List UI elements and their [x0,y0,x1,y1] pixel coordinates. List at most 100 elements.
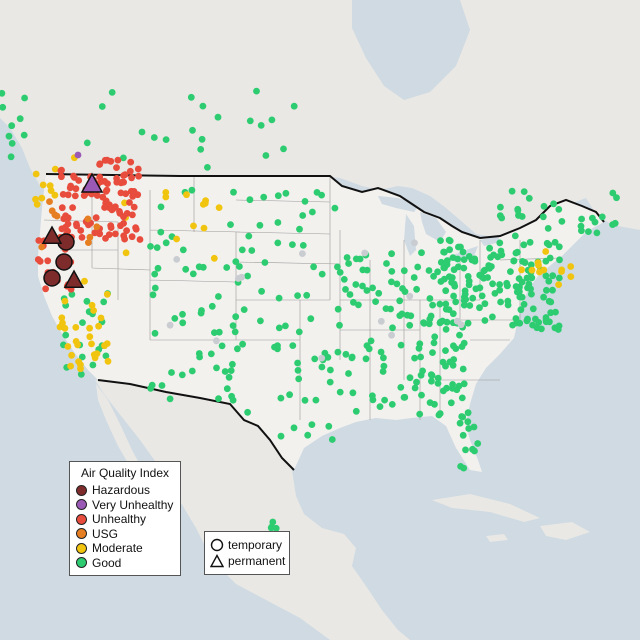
marker-unhealthy [116,209,124,217]
marker-good [363,287,371,294]
marker-good [445,306,453,313]
marker-unhealthy [42,285,49,293]
marker-good [246,117,254,125]
marker-good [214,113,222,121]
marker-good [542,272,550,280]
marker-good [157,203,165,211]
marker-good [238,246,246,254]
marker-good [189,270,197,278]
marker-unhealthy [127,158,135,166]
marker-good [108,89,116,96]
marker-unhealthy [134,165,142,173]
marker-good [223,264,231,271]
marker-good [257,122,265,129]
marker-good [429,349,436,356]
marker-good [355,301,362,309]
marker-good [381,396,388,404]
marker-moderate [77,361,84,369]
marker-good [369,396,377,404]
marker-moderate [68,351,75,359]
marker-good [352,281,360,288]
marker-good [258,287,265,295]
marker-moderate [518,266,525,274]
marker-moderate [567,263,575,270]
legend-label: Hazardous [92,483,151,498]
baja-land [96,384,154,490]
marker-good [400,267,408,275]
marker-good [318,270,326,278]
marker-good [509,321,516,329]
marker-moderate [202,197,210,205]
marker-good [462,446,469,454]
marker-unhealthy [107,205,115,212]
legend-item-good: Good [76,556,174,571]
marker-good [229,322,237,329]
marker-good [496,239,504,247]
marker-good [425,267,433,274]
marker-moderate [72,338,80,345]
marker-moderate [95,322,102,330]
legend-swatch [76,499,87,511]
marker-good [0,103,7,111]
marker-good [377,348,385,356]
marker-good [481,317,489,324]
marker-good [413,378,420,386]
marker-good [158,382,166,389]
shape-legend-temporary: temporary [210,537,284,553]
marker-good [442,287,450,295]
marker-good [232,258,240,265]
marker-good [16,115,24,123]
marker-moderate [162,193,170,201]
marker-good [555,243,563,251]
marker-good [268,116,276,124]
marker-good [178,371,186,379]
marker-good [551,238,559,246]
marker-good [448,274,456,282]
marker-good [294,359,301,367]
marker-moderate [90,307,97,314]
marker-good [458,343,466,350]
marker-good [208,302,216,310]
marker-good [307,315,315,323]
marker-unhealthy [93,192,101,199]
marker-unhealthy [95,229,103,237]
marker-good [171,315,179,322]
marker-moderate [67,362,74,370]
marker-moderate [555,281,562,288]
marker-good [518,213,526,220]
marker-unhealthy [128,233,136,241]
marker-good [411,384,419,392]
marker-good [324,353,332,361]
marker-unhealthy [120,232,128,240]
marker-moderate [535,262,542,269]
marker-good [476,304,483,312]
marker-good [484,274,491,281]
marker-good [328,436,336,443]
marker-unhealthy [129,211,136,219]
marker-moderate [33,201,41,208]
marker-good [442,300,450,308]
marker-good [465,425,473,432]
marker-good [275,294,283,302]
marker-good [549,272,557,280]
marker-good [413,285,420,293]
triangle-icon [210,554,224,568]
marker-good [318,363,326,371]
marker-no-data [213,337,220,345]
marker-good [414,263,422,271]
marker-good [393,280,401,288]
marker-good [515,275,523,282]
temporary-label: temporary [228,538,283,552]
marker-good [8,122,16,130]
marker-no-data [173,256,181,263]
marker-unhealthy [104,180,111,188]
marker-good [427,371,435,379]
marker-good [406,374,414,382]
marker-unhealthy [113,175,120,182]
marker-good [274,239,282,247]
marker-good [543,239,551,247]
legend-swatch [76,484,87,496]
marker-good [98,103,106,110]
marker-good [303,291,311,299]
marker-good [442,362,449,370]
